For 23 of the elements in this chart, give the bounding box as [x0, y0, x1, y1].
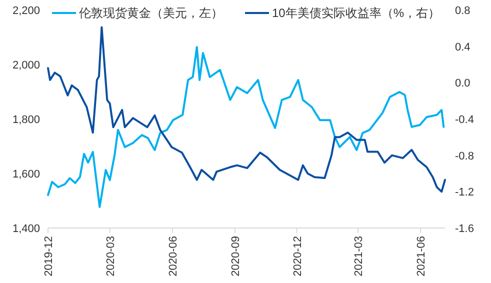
y-tick-label: 1,800 — [12, 114, 40, 126]
line-series — [47, 46, 445, 208]
legend-label: 伦敦现货黄金（美元，左） — [79, 6, 223, 20]
x-tick-label: 2020-03 — [104, 236, 117, 276]
y-tick-label: 1,400 — [12, 223, 40, 235]
y-tick-label: 2,000 — [12, 60, 40, 72]
y-tick-label: 2,200 — [12, 5, 40, 17]
y2-tick-label: 0.4 — [455, 41, 470, 54]
x-tick-label: 2021-03 — [352, 236, 365, 276]
legend-label: 10年美债实际收益率（%，右） — [272, 6, 440, 20]
y2-tick-label: -1.2 — [455, 186, 474, 199]
y2-tick-label: 0.8 — [455, 5, 470, 17]
y2-tick-label: -0.4 — [455, 114, 474, 126]
y-tick-label: 1,600 — [12, 168, 40, 180]
x-tick-label: 2019-12 — [43, 236, 55, 276]
x-tick-label: 2020-06 — [167, 236, 180, 276]
line-series — [47, 26, 446, 193]
y2-tick-label: -1.6 — [455, 223, 474, 235]
y2-tick-label: -0.8 — [455, 150, 474, 162]
x-tick-label: 2020-09 — [230, 236, 242, 276]
y2-tick-label: 0.0 — [455, 78, 470, 90]
x-tick-label: 2020-12 — [292, 236, 304, 276]
x-tick-label: 2021-06 — [416, 236, 428, 276]
